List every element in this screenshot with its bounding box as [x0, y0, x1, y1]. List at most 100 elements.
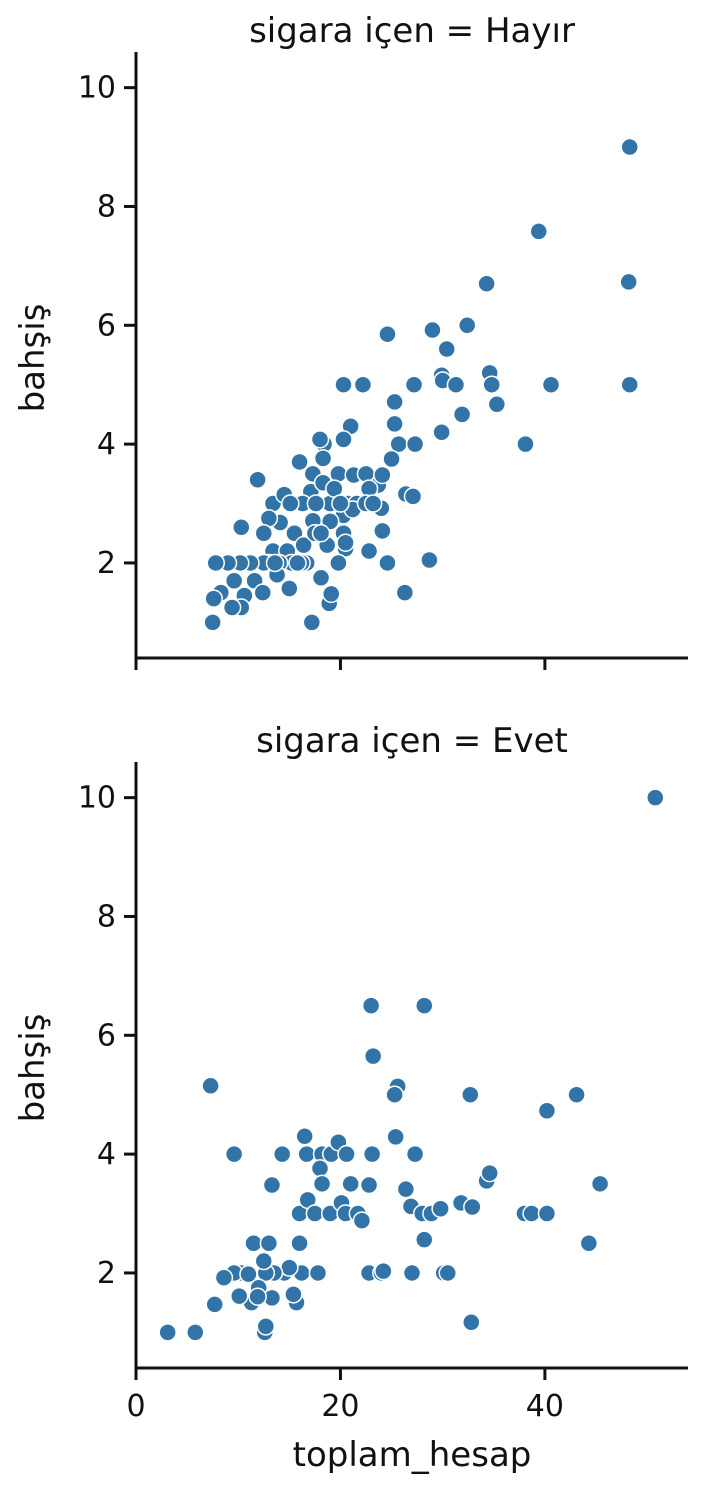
y-tick-label: 6 [97, 1018, 116, 1053]
data-point [620, 375, 639, 394]
data-point [438, 1263, 458, 1283]
data-point [541, 375, 561, 394]
data-point [224, 1144, 244, 1164]
data-point [487, 395, 507, 414]
data-point [158, 1323, 177, 1342]
data-point [480, 1163, 499, 1183]
data-point [205, 1295, 224, 1314]
data-point [311, 523, 331, 543]
data-point [446, 375, 466, 394]
data-point [308, 1263, 328, 1283]
data-point [321, 584, 341, 604]
panel-sigara-hayir: sigara içen = Hayır bahşiş 2 4 6 8 10 [13, 11, 688, 670]
data-point [313, 449, 333, 468]
data-point [295, 1127, 314, 1146]
data-point [265, 553, 285, 573]
data-point [415, 1230, 434, 1249]
y-tick-label: 8 [97, 899, 116, 934]
x-ticks: 0 20 40 [126, 1368, 564, 1424]
data-point [336, 533, 355, 552]
data-point [341, 1174, 360, 1194]
y-ticks: 2 4 6 8 10 [78, 781, 136, 1291]
data-point [516, 434, 535, 454]
data-point [206, 553, 225, 573]
data-point [462, 1313, 481, 1332]
data-point [256, 1317, 276, 1336]
data-point [280, 579, 299, 598]
data-point [522, 1204, 541, 1223]
data-point [262, 1175, 282, 1195]
data-point [310, 430, 330, 449]
data-point [224, 571, 244, 591]
x-tick-label: 0 [126, 1389, 145, 1424]
data-point [361, 996, 381, 1015]
data-point [186, 1323, 205, 1342]
data-point [385, 392, 404, 412]
data-point [284, 1285, 303, 1304]
data-point [529, 222, 549, 241]
data-point [272, 1144, 292, 1164]
data-point [222, 598, 242, 617]
data-point [373, 465, 392, 485]
data-point [244, 1233, 263, 1253]
x-tick-label: 20 [321, 1389, 359, 1424]
data-point [423, 320, 442, 340]
data-point [579, 1233, 599, 1253]
x-tick-label: 40 [526, 1389, 564, 1424]
y-tick-label: 10 [78, 781, 116, 816]
data-point [477, 274, 496, 293]
data-point [457, 316, 477, 335]
data-point [334, 375, 353, 394]
data-point [567, 1085, 586, 1104]
data-point [280, 1258, 299, 1277]
data-point [337, 1144, 356, 1164]
data-point [378, 553, 397, 573]
panel-sigara-evet: sigara içen = Evet bahşiş toplam_hesap 2… [13, 721, 688, 1475]
data-point [405, 434, 425, 454]
data-point [382, 449, 401, 469]
data-point [311, 568, 331, 588]
data-point [288, 553, 307, 573]
data-point [359, 541, 379, 561]
data-point [259, 1233, 279, 1253]
data-point [294, 535, 313, 555]
data-point [214, 1268, 234, 1287]
x-axis-label: toplam_hesap [293, 1435, 532, 1475]
y-axis-label: bahşiş [13, 304, 53, 413]
data-point [229, 1286, 249, 1306]
scatter-points [203, 137, 639, 632]
data-point [203, 613, 222, 632]
data-point [305, 1204, 325, 1223]
data-point [306, 494, 326, 513]
data-point [359, 1175, 379, 1195]
data-point [363, 494, 383, 513]
data-point [431, 1199, 450, 1219]
data-point [385, 414, 404, 434]
data-point [403, 487, 423, 506]
panel-title: sigara içen = Hayır [249, 11, 575, 51]
data-point [334, 430, 353, 449]
y-tick-label: 8 [97, 189, 116, 224]
data-point [395, 583, 415, 602]
data-point [363, 1046, 383, 1066]
data-point [461, 1085, 480, 1104]
data-point [537, 1204, 557, 1223]
data-point [329, 553, 348, 573]
y-ticks: 2 4 6 8 10 [78, 71, 136, 581]
data-point [302, 613, 322, 632]
y-tick-label: 2 [97, 546, 116, 581]
data-point [254, 1251, 274, 1271]
data-point [437, 339, 457, 359]
data-point [619, 272, 638, 292]
data-point [620, 137, 639, 157]
data-point [331, 494, 350, 513]
y-tick-label: 4 [97, 1137, 116, 1172]
data-point [239, 1264, 258, 1284]
data-point [590, 1174, 610, 1194]
data-point [537, 1101, 557, 1120]
data-point [373, 521, 392, 541]
data-point [352, 1211, 372, 1230]
scatter-points [158, 788, 665, 1342]
